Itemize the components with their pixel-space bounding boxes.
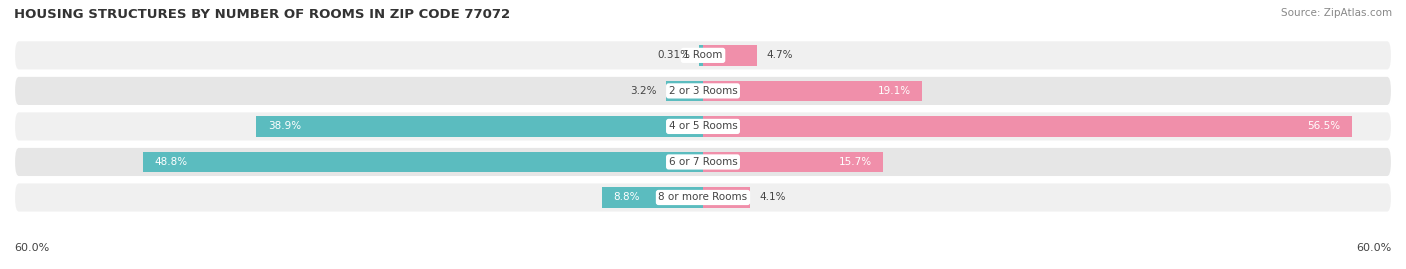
Text: 4 or 5 Rooms: 4 or 5 Rooms — [669, 121, 737, 132]
Text: 2 or 3 Rooms: 2 or 3 Rooms — [669, 86, 737, 96]
FancyBboxPatch shape — [14, 111, 1392, 141]
Text: 38.9%: 38.9% — [267, 121, 301, 132]
Bar — [699, 45, 703, 66]
FancyBboxPatch shape — [14, 40, 1392, 70]
Text: 60.0%: 60.0% — [14, 243, 49, 253]
Text: 4.7%: 4.7% — [766, 50, 793, 60]
Bar — [703, 187, 749, 208]
Bar — [602, 187, 703, 208]
FancyBboxPatch shape — [14, 76, 1392, 106]
Text: 8 or more Rooms: 8 or more Rooms — [658, 193, 748, 203]
Text: 1 Room: 1 Room — [683, 50, 723, 60]
Text: Source: ZipAtlas.com: Source: ZipAtlas.com — [1281, 8, 1392, 18]
Text: HOUSING STRUCTURES BY NUMBER OF ROOMS IN ZIP CODE 77072: HOUSING STRUCTURES BY NUMBER OF ROOMS IN… — [14, 8, 510, 21]
FancyBboxPatch shape — [14, 147, 1392, 177]
Bar — [703, 116, 1351, 137]
Bar — [703, 81, 922, 101]
Text: 15.7%: 15.7% — [838, 157, 872, 167]
Text: 4.1%: 4.1% — [759, 193, 786, 203]
Text: 60.0%: 60.0% — [1357, 243, 1392, 253]
Text: 6 or 7 Rooms: 6 or 7 Rooms — [669, 157, 737, 167]
Text: 3.2%: 3.2% — [630, 86, 657, 96]
Bar — [703, 45, 756, 66]
Bar — [703, 152, 883, 172]
Bar — [666, 81, 703, 101]
Bar — [256, 116, 703, 137]
Text: 8.8%: 8.8% — [613, 193, 640, 203]
Text: 56.5%: 56.5% — [1308, 121, 1340, 132]
Text: 0.31%: 0.31% — [657, 50, 690, 60]
Bar — [142, 152, 703, 172]
FancyBboxPatch shape — [14, 182, 1392, 213]
Text: 48.8%: 48.8% — [155, 157, 187, 167]
Text: 19.1%: 19.1% — [877, 86, 911, 96]
